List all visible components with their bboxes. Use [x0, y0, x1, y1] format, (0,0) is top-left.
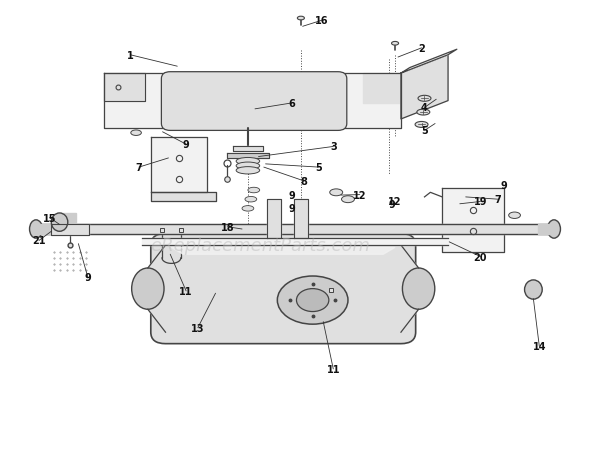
Polygon shape: [401, 56, 448, 120]
Ellipse shape: [402, 269, 435, 309]
Ellipse shape: [248, 188, 260, 193]
Polygon shape: [233, 147, 263, 152]
Ellipse shape: [418, 96, 431, 102]
Text: 14: 14: [533, 341, 546, 351]
Text: eReplacementParts.com: eReplacementParts.com: [150, 236, 369, 254]
Text: 9: 9: [500, 181, 507, 191]
Text: 9: 9: [389, 199, 395, 209]
Ellipse shape: [245, 197, 257, 202]
Text: 2: 2: [418, 44, 425, 54]
Text: 9: 9: [183, 140, 189, 150]
Text: 11: 11: [179, 286, 193, 296]
Polygon shape: [36, 225, 53, 234]
Ellipse shape: [342, 196, 355, 203]
Ellipse shape: [236, 158, 260, 165]
FancyBboxPatch shape: [151, 234, 416, 344]
Ellipse shape: [30, 220, 42, 239]
Ellipse shape: [417, 110, 430, 116]
Text: 19: 19: [474, 197, 487, 207]
Polygon shape: [151, 193, 215, 202]
Text: 12: 12: [353, 190, 366, 200]
Text: 15: 15: [43, 213, 56, 223]
Polygon shape: [104, 74, 401, 129]
Text: 18: 18: [221, 222, 234, 232]
Polygon shape: [60, 213, 76, 232]
Polygon shape: [51, 225, 89, 235]
Text: 7: 7: [494, 195, 501, 205]
Text: 5: 5: [421, 126, 428, 136]
Polygon shape: [36, 225, 554, 234]
Polygon shape: [442, 188, 504, 252]
Text: 6: 6: [289, 99, 296, 109]
Ellipse shape: [525, 280, 542, 300]
Text: 9: 9: [289, 190, 296, 200]
Ellipse shape: [131, 131, 142, 136]
Text: 3: 3: [330, 142, 337, 152]
Polygon shape: [227, 154, 268, 158]
Text: 4: 4: [421, 103, 428, 113]
Text: 20: 20: [474, 252, 487, 262]
Ellipse shape: [509, 213, 520, 219]
Ellipse shape: [277, 276, 348, 325]
Ellipse shape: [236, 167, 260, 174]
Text: 11: 11: [326, 364, 340, 374]
Text: 13: 13: [191, 323, 205, 333]
Ellipse shape: [51, 213, 68, 232]
Ellipse shape: [242, 206, 254, 212]
Text: 9: 9: [84, 273, 91, 283]
Ellipse shape: [392, 42, 399, 46]
Polygon shape: [104, 74, 145, 101]
Text: 16: 16: [314, 17, 328, 26]
Ellipse shape: [548, 220, 560, 239]
Text: 8: 8: [300, 176, 307, 186]
Polygon shape: [537, 225, 554, 234]
Text: 12: 12: [388, 197, 402, 207]
FancyBboxPatch shape: [162, 73, 347, 131]
Polygon shape: [267, 200, 281, 239]
Text: 21: 21: [32, 236, 45, 246]
Polygon shape: [363, 74, 401, 104]
Polygon shape: [401, 246, 419, 332]
Text: 9: 9: [289, 204, 296, 214]
Text: 7: 7: [136, 163, 142, 173]
Polygon shape: [171, 248, 395, 255]
Polygon shape: [151, 138, 206, 193]
Ellipse shape: [297, 17, 304, 21]
Ellipse shape: [330, 190, 343, 196]
Polygon shape: [142, 239, 448, 246]
Ellipse shape: [415, 122, 428, 128]
Polygon shape: [148, 246, 166, 332]
Text: 1: 1: [127, 50, 133, 61]
Text: 5: 5: [315, 163, 322, 173]
Polygon shape: [294, 200, 308, 239]
Ellipse shape: [236, 162, 260, 170]
Polygon shape: [401, 50, 457, 74]
Ellipse shape: [296, 289, 329, 312]
Ellipse shape: [132, 269, 164, 309]
